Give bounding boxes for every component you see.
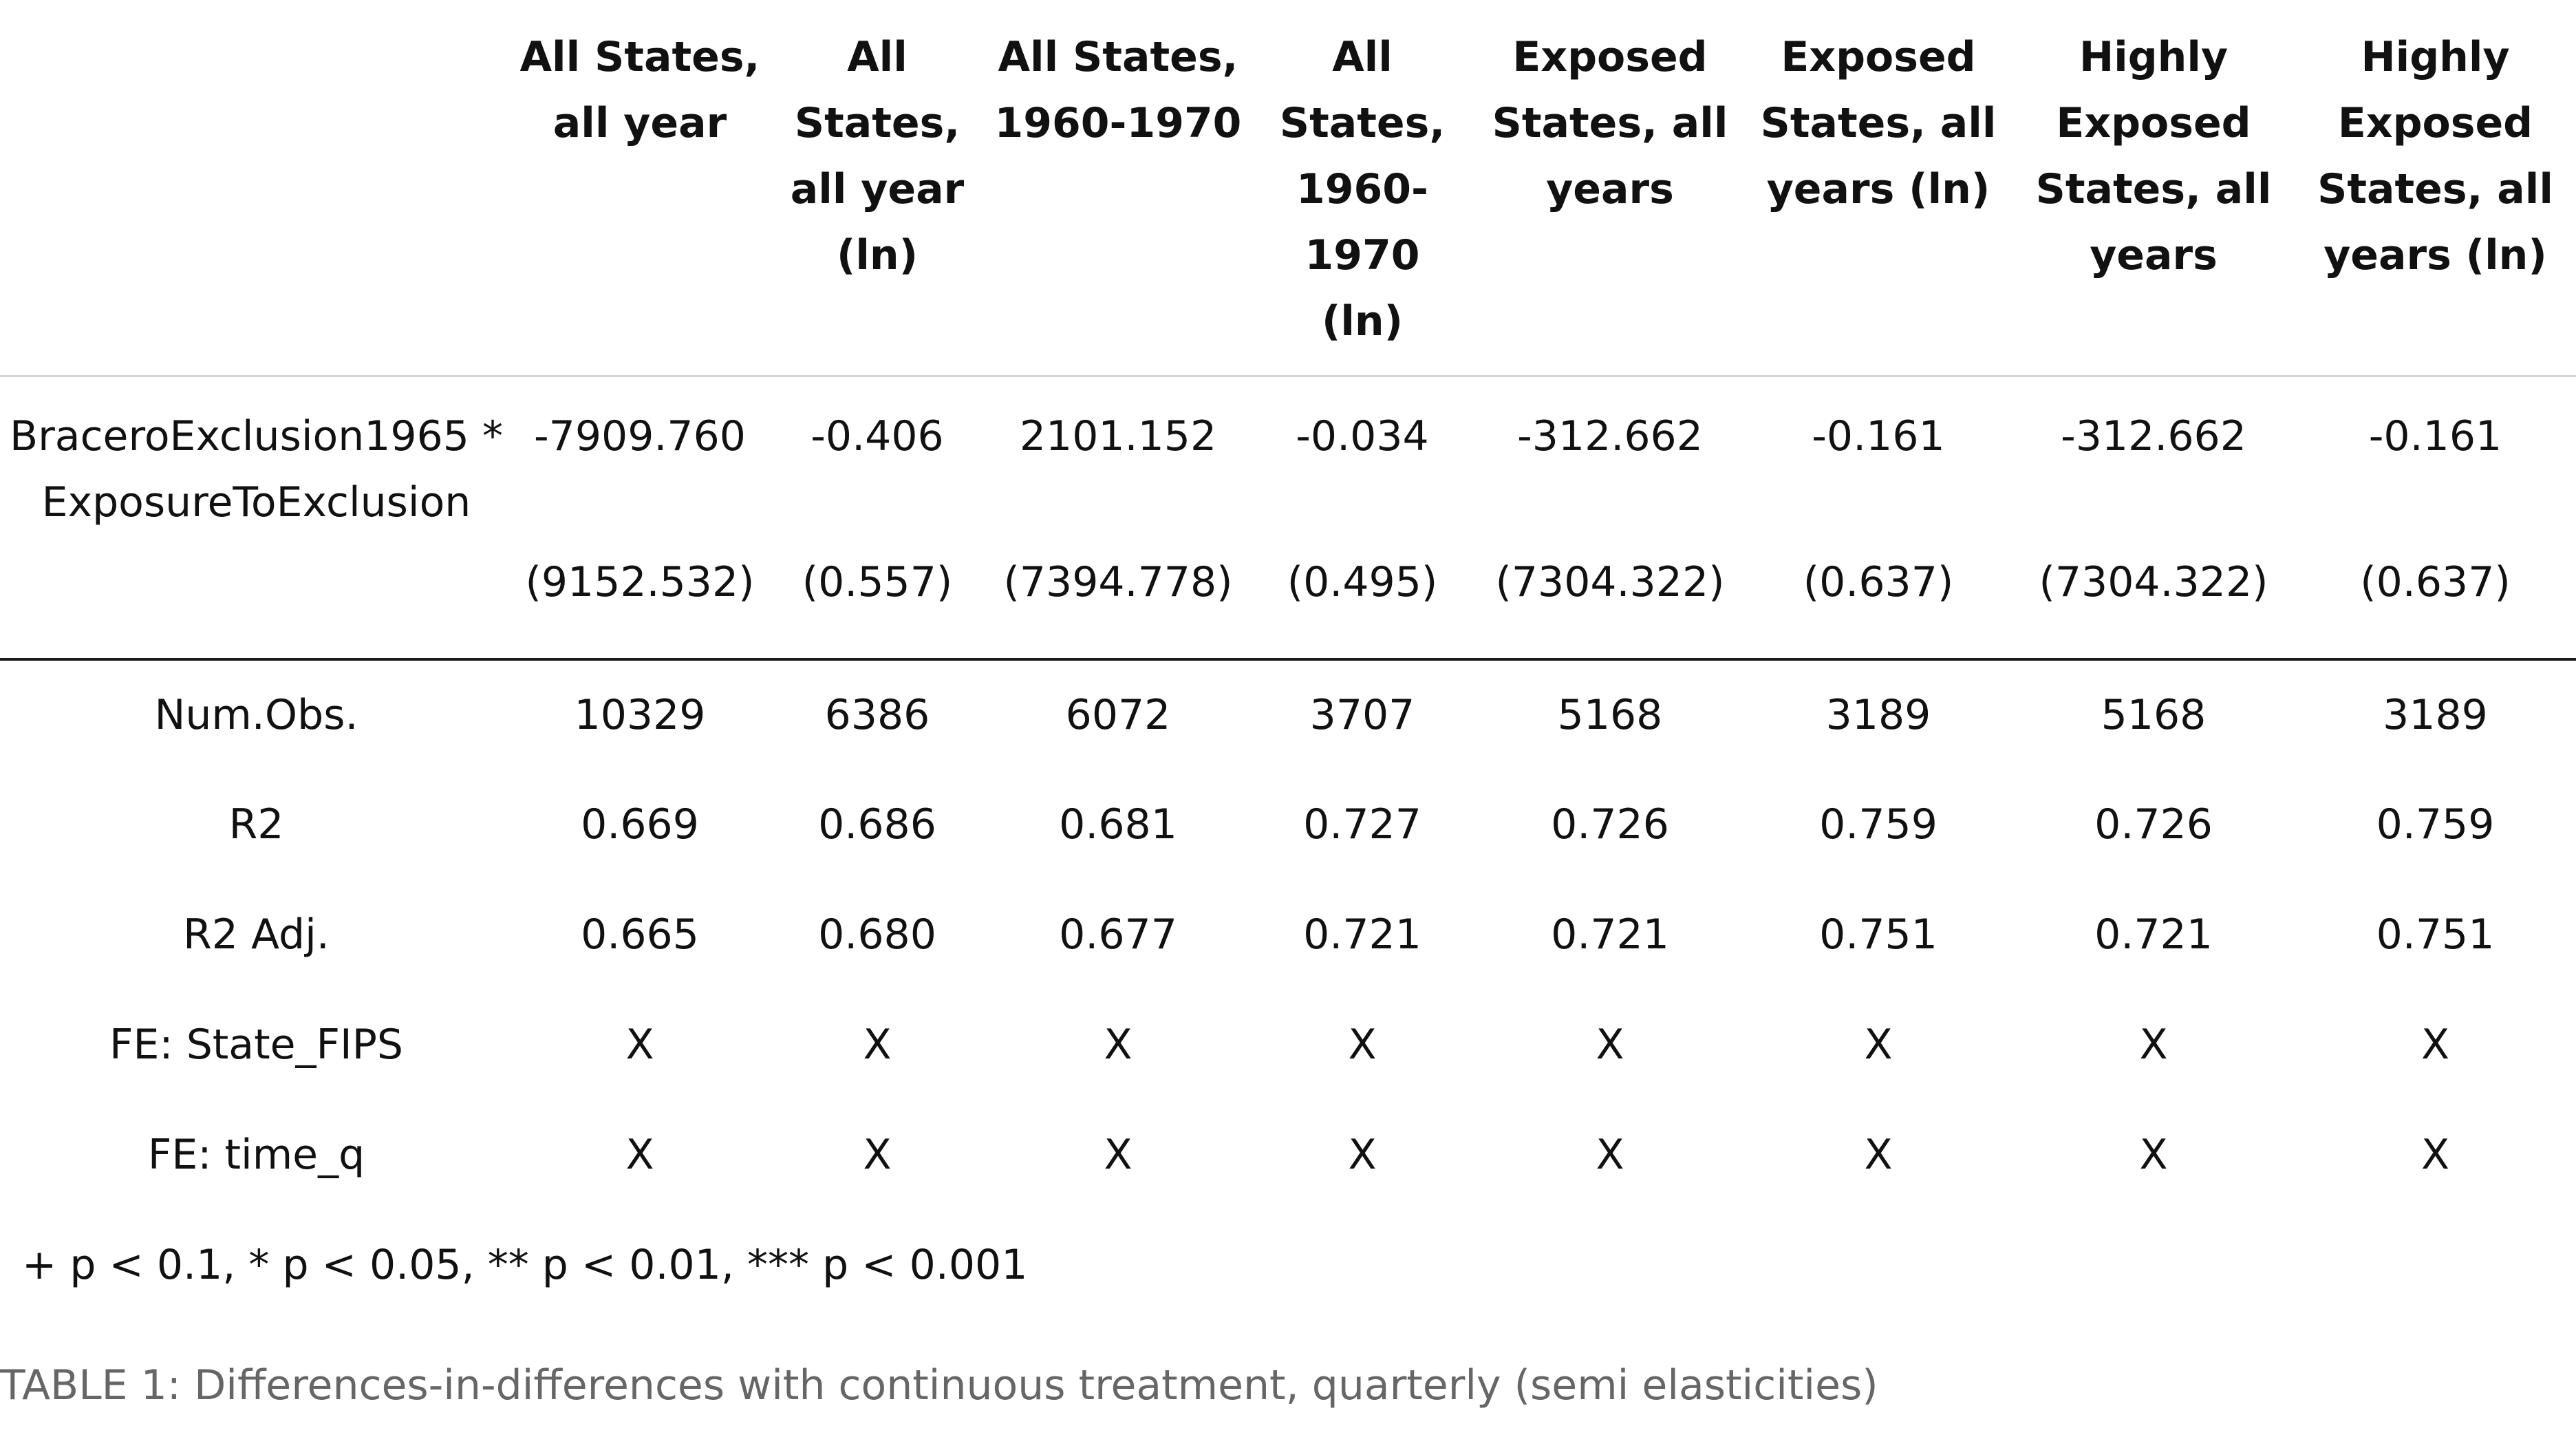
stat-row-fe-state: FE: State_FIPS X X X X X X X X xyxy=(0,990,2576,1100)
significance-note-row: + p < 0.1, * p < 0.05, ** p < 0.01, *** … xyxy=(0,1210,2576,1320)
stat-value: X xyxy=(1864,1130,1893,1179)
coefficient-estimate: -7909.760 xyxy=(534,412,746,460)
coefficient-estimate: -0.161 xyxy=(1812,412,1945,460)
coefficient-label: BraceroExclusion1965 * ExposureToExclusio… xyxy=(9,412,504,526)
column-header-2: All States, all year (ln) xyxy=(767,0,987,377)
coefficient-estimate: 2101.152 xyxy=(1019,412,1217,460)
stat-value: 6386 xyxy=(824,690,930,739)
column-header-5: Exposed States, all years xyxy=(1476,0,1744,377)
stat-value: 6072 xyxy=(1065,690,1171,739)
stat-value: 0.721 xyxy=(2094,910,2213,959)
stat-row-fe-time: FE: time_q X X X X X X X X xyxy=(0,1100,2576,1210)
stat-value: X xyxy=(1348,1020,1377,1069)
standard-error: (0.637) xyxy=(1744,535,2012,661)
stat-value: 0.759 xyxy=(2376,800,2495,849)
table-caption: TABLE 1: Differences-in-differences with… xyxy=(0,1361,1878,1409)
stat-value: 0.751 xyxy=(1819,910,1938,959)
stat-value: 0.726 xyxy=(1551,800,1669,849)
stat-value: X xyxy=(863,1020,892,1069)
stat-value: X xyxy=(1348,1130,1377,1179)
stat-value: 0.727 xyxy=(1303,800,1421,849)
stat-value: 0.751 xyxy=(2376,910,2495,959)
header-row: All States, all year All States, all year (l… xyxy=(0,0,2576,377)
stub-header xyxy=(0,0,513,377)
stat-value: 3707 xyxy=(1309,690,1415,739)
stat-label: Num.Obs. xyxy=(154,690,358,739)
stat-row-r2-adj: R2 Adj. 0.665 0.680 0.677 0.721 0.721 0.… xyxy=(0,880,2576,990)
stat-value: X xyxy=(625,1020,654,1069)
regression-table: All States, all year All States, all year (l… xyxy=(0,0,2576,1320)
column-header-4: All States, 1960- 1970 (ln) xyxy=(1249,0,1476,377)
stat-value: 0.677 xyxy=(1059,910,1177,959)
stat-value: 5168 xyxy=(2101,690,2207,739)
stat-value: 0.680 xyxy=(818,910,936,959)
stat-label: R2 Adj. xyxy=(183,910,330,959)
stat-label: FE: time_q xyxy=(147,1130,365,1179)
stat-value: 0.681 xyxy=(1059,800,1177,849)
stat-value: X xyxy=(1104,1020,1133,1069)
stat-value: X xyxy=(2139,1130,2168,1179)
stat-value: 0.726 xyxy=(2094,800,2213,849)
stat-row-r2: R2 0.669 0.686 0.681 0.727 0.726 0.759 0… xyxy=(0,769,2576,880)
standard-error-label xyxy=(0,535,513,661)
column-header-8: Highly Exposed States, all years (ln) xyxy=(2295,0,2576,377)
stat-value: 3189 xyxy=(1825,690,1931,739)
stat-value: 5168 xyxy=(1557,690,1663,739)
stat-label: R2 xyxy=(228,800,284,849)
coefficient-row: BraceroExclusion1965 * ExposureToExclusio… xyxy=(0,376,2576,535)
stat-value: X xyxy=(625,1130,654,1179)
coefficient-estimate: -312.662 xyxy=(1517,412,1703,460)
column-header-3: All States, 1960-1970 xyxy=(987,0,1249,377)
stat-value: X xyxy=(1864,1020,1893,1069)
stat-value: X xyxy=(1596,1020,1624,1069)
standard-error: (0.557) xyxy=(767,535,987,661)
stat-value: 10329 xyxy=(574,690,706,739)
stat-value: X xyxy=(2421,1130,2450,1179)
stat-value: 0.721 xyxy=(1551,910,1669,959)
coefficient-estimate: -0.034 xyxy=(1296,412,1429,460)
column-header-1: All States, all year xyxy=(513,0,767,377)
standard-error: (7304.322) xyxy=(2012,535,2295,661)
column-header-6: Exposed States, all years (ln) xyxy=(1744,0,2012,377)
stat-value: 3189 xyxy=(2383,690,2488,739)
standard-error: (0.637) xyxy=(2295,535,2576,661)
stat-value: X xyxy=(2139,1020,2168,1069)
stat-value: 0.721 xyxy=(1303,910,1421,959)
coefficient-estimate: -312.662 xyxy=(2061,412,2246,460)
coefficient-estimate: -0.406 xyxy=(811,412,944,460)
stat-value: 0.669 xyxy=(581,800,699,849)
stat-value: X xyxy=(863,1130,892,1179)
significance-note: + p < 0.1, * p < 0.05, ** p < 0.01, *** … xyxy=(22,1240,1028,1289)
stat-value: 0.686 xyxy=(818,800,936,849)
coefficient-estimate: -0.161 xyxy=(2368,412,2502,460)
stat-row-num-obs: Num.Obs. 10329 6386 6072 3707 5168 3189 … xyxy=(0,659,2576,769)
stat-value: 0.759 xyxy=(1819,800,1938,849)
stat-value: 0.665 xyxy=(581,910,699,959)
standard-error: (0.495) xyxy=(1249,535,1476,661)
stat-label: FE: State_FIPS xyxy=(109,1020,403,1069)
standard-error: (9152.532) xyxy=(513,535,767,661)
stat-value: X xyxy=(1104,1130,1133,1179)
column-header-7: Highly Exposed States, all years xyxy=(2012,0,2295,377)
stat-value: X xyxy=(2421,1020,2450,1069)
standard-error: (7394.778) xyxy=(987,535,1249,661)
standard-error-row: (9152.532) (0.557) (7394.778) (0.495) (7… xyxy=(0,535,2576,661)
stat-value: X xyxy=(1596,1130,1624,1179)
standard-error: (7304.322) xyxy=(1476,535,1744,661)
